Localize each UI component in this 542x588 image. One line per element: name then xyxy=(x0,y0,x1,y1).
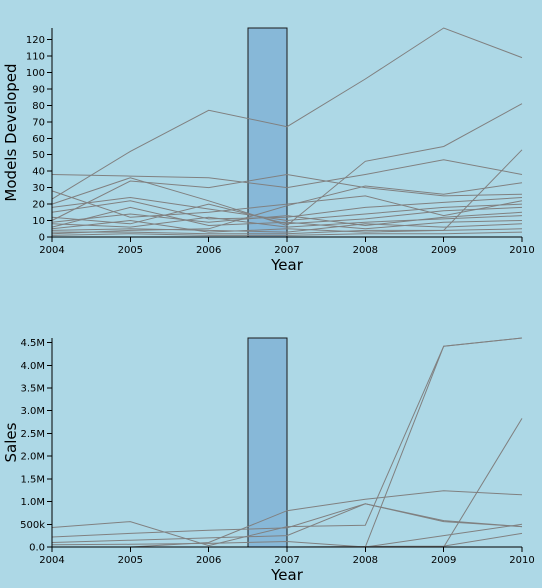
y-tick-label: 70 xyxy=(32,117,45,128)
series-line xyxy=(51,211,523,227)
y-tick-label: 2.0M xyxy=(20,452,45,463)
y-tick-label: 1.5M xyxy=(20,474,45,485)
series-line xyxy=(52,228,523,235)
y-tick-label: 3.5M xyxy=(20,383,45,394)
series-line xyxy=(51,223,523,233)
y-tick-label: 120 xyxy=(26,35,45,46)
series-line xyxy=(51,27,523,200)
x-tick-label: 2009 xyxy=(431,245,456,256)
y-tick-label: 4.0M xyxy=(20,361,45,372)
x-tick-label: 2004 xyxy=(39,245,64,256)
x-tick-label: 2008 xyxy=(353,555,378,566)
y-tick-label: 3.0M xyxy=(20,406,45,417)
series-line xyxy=(51,182,523,235)
series-line xyxy=(51,206,523,230)
y-tick-label: 50 xyxy=(32,150,45,161)
x-tick-label: 2010 xyxy=(509,555,534,566)
highlight-bar xyxy=(247,337,288,548)
series-line xyxy=(51,231,523,236)
y-tick-label: 0 xyxy=(39,233,45,244)
y-tick-label: 80 xyxy=(32,101,45,112)
x-tick-label: 2005 xyxy=(118,555,143,566)
x-tick-label: 2006 xyxy=(196,245,221,256)
y-tick-label: 20 xyxy=(32,200,45,211)
y-axis-title: Models Developed xyxy=(2,63,20,201)
sales-chart: 2004 2005 2006 2007 2008 2009 2010 0.0 500k 1.0M 1… xyxy=(2,337,535,584)
models-developed-chart: 2004 2005 2006 2007 2008 2009 2010 0 10 20 30 40 50 6… xyxy=(2,27,535,274)
y-tick-label: 2.5M xyxy=(20,429,45,440)
y-tick-label: 40 xyxy=(32,167,45,178)
series-line xyxy=(51,196,523,222)
x-tick-label: 2007 xyxy=(274,245,299,256)
x-tick-label: 2010 xyxy=(509,245,534,256)
series-line xyxy=(51,103,523,227)
series-line xyxy=(51,159,523,189)
y-tick-label: 0.0 xyxy=(29,543,45,554)
series-line xyxy=(51,523,523,548)
series-line xyxy=(51,173,523,221)
x-tick-label: 2005 xyxy=(118,245,143,256)
series-line xyxy=(51,503,523,538)
series-line xyxy=(51,190,523,218)
series-line xyxy=(51,215,523,228)
x-axis-title: Year xyxy=(270,566,304,584)
x-tick-label: 2006 xyxy=(196,555,221,566)
x-tick-label: 2004 xyxy=(39,555,64,566)
y-tick-label: 90 xyxy=(32,84,45,95)
x-tick-label: 2009 xyxy=(431,555,456,566)
series-line xyxy=(51,203,523,225)
y-tick-label: 110 xyxy=(26,51,45,62)
y-tick-label: 100 xyxy=(26,68,45,79)
series-line xyxy=(51,337,523,547)
y-tick-label: 10 xyxy=(32,216,45,227)
highlight-bar xyxy=(247,27,288,238)
y-tick-label: 4.5M xyxy=(20,338,45,349)
series-line xyxy=(51,503,523,543)
x-tick-label: 2008 xyxy=(353,245,378,256)
y-tick-label: 30 xyxy=(32,183,45,194)
x-axis-title: Year xyxy=(270,256,304,274)
series-line xyxy=(51,197,523,220)
y-tick-label: 60 xyxy=(32,134,45,145)
y-axis-title: Sales xyxy=(2,422,20,462)
y-tick-label: 500k xyxy=(20,520,45,531)
x-tick-label: 2007 xyxy=(274,555,299,566)
y-tick-label: 1.0M xyxy=(20,497,45,508)
